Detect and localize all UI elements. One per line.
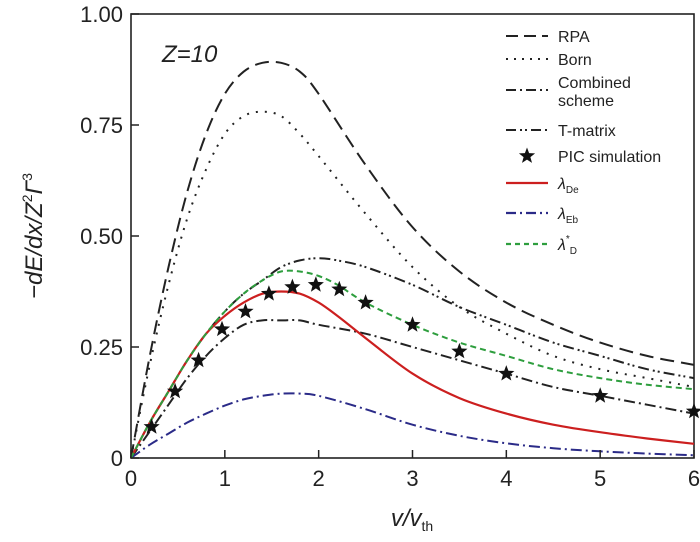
y-tick-label-3: 0.75 — [80, 113, 123, 138]
series-line-t-matrix — [130, 257, 695, 459]
legend-label-lambda-eb-main: λ — [557, 206, 566, 223]
legend-item-lambda-eb: λEb — [506, 206, 579, 226]
y-tick-label-0: 0 — [111, 446, 123, 471]
pic-point-1 — [167, 382, 184, 399]
y-tick-label-1: 0.25 — [80, 335, 123, 360]
legend-item-tmatrix: T-matrix — [506, 123, 616, 140]
pic-point-12 — [498, 365, 515, 381]
axis-tick-labels: 0 1 2 3 4 5 6 0 0.25 0.50 0.75 1.00 — [80, 2, 700, 491]
x-tick-label-1: 1 — [219, 466, 231, 491]
legend-label-combined: Combined scheme — [558, 75, 635, 110]
legend-label-lambda-d-star-sub: D — [570, 246, 577, 257]
y-axis-title-sup1: 2 — [19, 194, 35, 202]
y-axis-title-mid: Γ — [21, 179, 48, 194]
legend-label-combined-line1: Combined — [558, 75, 631, 92]
pic-point-4 — [237, 303, 254, 319]
legend-label-lambda-de-sub: De — [566, 185, 579, 196]
x-tick-label-6: 6 — [688, 466, 700, 491]
x-axis-title-main: v/v — [391, 505, 424, 532]
y-tick-label-4: 1.00 — [80, 2, 123, 27]
series-line-combined-scheme — [130, 319, 695, 459]
legend-label-lambda-d-star-sup: * — [566, 234, 570, 245]
x-tick-label-2: 2 — [313, 466, 325, 491]
y-axis-title-main: −dE/dx/Z — [21, 201, 48, 299]
legend-label-lambda-d-star-main: λ — [557, 237, 566, 254]
pic-point-5 — [260, 285, 277, 301]
x-tick-label-0: 0 — [125, 466, 137, 491]
series-line-born — [130, 110, 695, 459]
legend-item-pic: PIC simulation — [518, 147, 661, 166]
pic-point-2 — [190, 351, 207, 368]
y-axis-title: −dE/dx/Z2Γ3 — [19, 173, 48, 299]
series-line-rpa — [130, 60, 695, 459]
x-axis-title: v/vth — [391, 505, 433, 534]
pic-point-9 — [357, 294, 374, 310]
legend-label-lambda-de: λDe — [557, 176, 579, 196]
pic-point-3 — [213, 320, 231, 337]
legend: RPA Born Combined scheme T-matrix PIC si… — [506, 29, 661, 257]
pic-point-8 — [331, 280, 348, 297]
curves-group — [130, 60, 695, 459]
pic-point-10 — [404, 316, 421, 332]
legend-item-born: Born — [506, 52, 592, 69]
legend-label-lambda-de-main: λ — [557, 176, 566, 193]
x-tick-label-4: 4 — [500, 466, 512, 491]
series-line-d — [130, 269, 695, 459]
legend-label-lambda-eb-sub: Eb — [566, 215, 579, 226]
pic-point-0 — [143, 418, 160, 434]
x-axis-title-sub: th — [421, 518, 433, 534]
legend-label-lambda-d-star: λ*D — [557, 234, 577, 257]
legend-item-rpa: RPA — [506, 29, 590, 46]
legend-item-lambda-d-star: λ*D — [506, 234, 577, 257]
legend-label-rpa: RPA — [558, 29, 590, 46]
x-tick-label-5: 5 — [594, 466, 606, 491]
series-line-eb — [130, 392, 695, 459]
pic-point-6 — [284, 278, 301, 294]
pic-point-14 — [685, 402, 700, 419]
pic-point-7 — [307, 276, 324, 292]
y-axis-title-sup2: 3 — [19, 173, 35, 181]
x-tick-label-3: 3 — [406, 466, 418, 491]
pic-point-13 — [592, 387, 609, 403]
y-tick-label-2: 0.50 — [80, 224, 123, 249]
axis-ticks — [130, 13, 695, 459]
legend-item-combined: Combined scheme — [506, 75, 635, 110]
legend-item-lambda-de: λDe — [506, 176, 579, 196]
markers-group — [143, 276, 700, 434]
legend-label-lambda-eb: λEb — [557, 206, 579, 226]
legend-label-tmatrix: T-matrix — [558, 123, 616, 140]
legend-swatch-pic-star — [518, 147, 536, 163]
pic-point-11 — [451, 342, 468, 359]
legend-label-born: Born — [558, 52, 592, 69]
z-annotation: Z=10 — [161, 41, 218, 68]
legend-label-combined-line2: scheme — [558, 93, 614, 110]
legend-label-pic: PIC simulation — [558, 149, 661, 166]
